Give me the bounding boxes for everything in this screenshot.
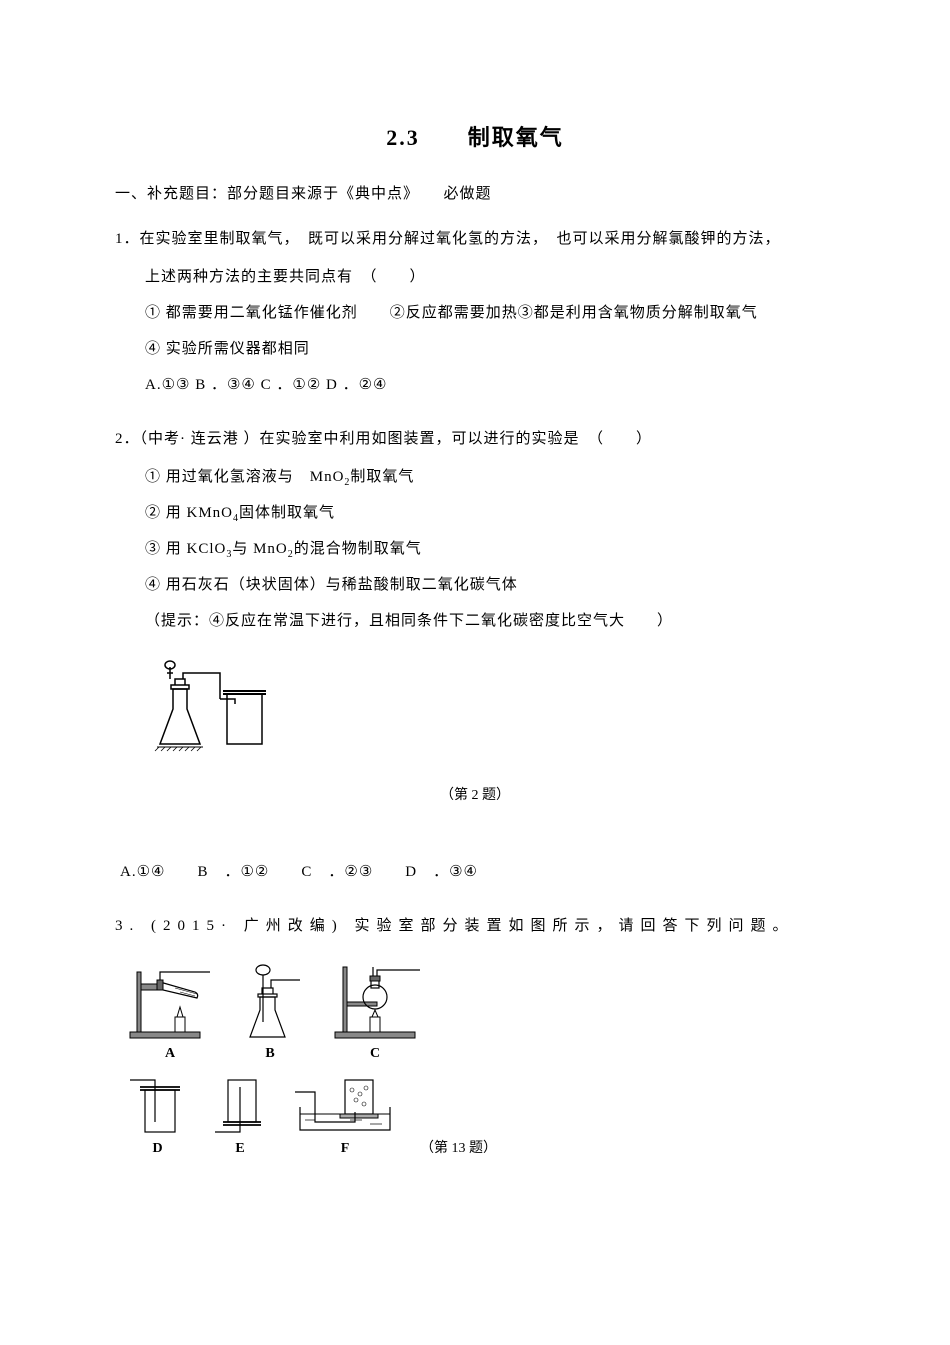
q2-item3-b: 与 MnO [232,541,287,557]
label-c: C [325,1046,425,1062]
question-3: 3. (2015· 广州改编) 实验室部分装置如图所示，请回答下列问题。 [115,908,835,944]
gas-jar-upward-icon [125,1072,190,1137]
q2-stem-text: （中考· 连云港 ）在实验室中利用如图装置，可以进行的实验是 （ ） [140,431,653,447]
q2-item2-b: 固体制取氧气 [239,505,335,521]
q2-item2: ② 用 KMnO4固体制取氧气 [115,495,835,531]
q2-item3-c: 的混合物制取氧气 [294,541,422,557]
q1-stem-line2: 上述两种方法的主要共同点有 （ ） [115,259,835,295]
q1-stem-text1: 在实验室里制取氧气， 既可以采用分解过氧化氢的方法， 也可以采用分解氯酸钾的方法… [140,231,781,247]
label-f: F [290,1141,400,1157]
page-title: 2.3 制取氧气 [115,120,835,152]
gas-jar-downward-icon [210,1072,270,1137]
q2-item3: ③ 用 KClO3与 MnO2的混合物制取氧气 [115,531,835,567]
q2-item4: ④ 用石灰石（块状固体）与稀盐酸制取二氧化碳气体 [115,567,835,603]
q3-number: 3. [115,918,151,934]
q2-figure [145,659,835,754]
section-header: 一、补充题目：部分题目来源于《典中点》 必做题 [115,182,835,203]
q2-hint: （提示：④反应在常温下进行，且相同条件下二氧化碳密度比空气大 ） [115,603,835,639]
q3-stem-text: (2015· 广州改编) 实验室部分装置如图所示，请回答下列问题。 [151,918,795,934]
q2-options: A.①④ B ．①② C ．②③ D ．③④ [115,854,835,890]
label-b: B [235,1046,305,1062]
label-a: A [125,1046,215,1062]
q1-options: A.①③ B ．③④ C ．①② D ．②④ [115,367,835,403]
q2-options-block: A.①④ B ．①② C ．②③ D ．③④ [115,854,835,890]
question-2: 2．（中考· 连云港 ）在实验室中利用如图装置，可以进行的实验是 （ ） ① 用… [115,421,835,639]
q2-item1-b: 制取氧气 [350,469,414,485]
q1-stem-line1: 1．在实验室里制取氧气， 既可以采用分解过氧化氢的方法， 也可以采用分解氯酸钾的… [115,221,835,257]
apparatus-e: E [210,1072,270,1157]
q3-figure-caption: （第 13 题） [420,1137,497,1157]
apparatus-a: A [125,962,215,1062]
q2-figure-caption: （第 2 题） [115,784,835,804]
q3-apparatus-row1: A B [115,962,835,1157]
q2-item1: ① 用过氧化氢溶液与 MnO2制取氧气 [115,459,835,495]
q3-stem: 3. (2015· 广州改编) 实验室部分装置如图所示，请回答下列问题。 [115,908,835,944]
q2-item1-a: ① 用过氧化氢溶液与 MnO [145,469,344,485]
label-e: E [210,1141,270,1157]
q1-item1: ① 都需要用二氧化锰作催化剂 ②反应都需要加热③都是利用含氧物质分解制取氧气 [115,295,835,331]
q1-item2: ④ 实验所需仪器都相同 [115,331,835,367]
water-collection-icon [290,1072,400,1137]
flask-jar-apparatus-icon [145,659,285,754]
label-d: D [125,1141,190,1157]
apparatus-d: D [125,1072,190,1157]
q1-number: 1． [115,231,140,247]
q2-item3-a: ③ 用 KClO [145,541,226,557]
q2-number: 2． [115,431,140,447]
apparatus-b: B [235,962,305,1062]
apparatus-c: C [325,962,425,1062]
heated-tube-stand-icon [125,962,215,1042]
question-1: 1．在实验室里制取氧气， 既可以采用分解过氧化氢的方法， 也可以采用分解氯酸钾的… [115,221,835,403]
apparatus-f: F （第 13 题） [290,1072,497,1157]
q2-stem: 2．（中考· 连云港 ）在实验室中利用如图装置，可以进行的实验是 （ ） [115,421,835,457]
flask-funnel-icon [235,962,305,1042]
q2-item2-a: ② 用 KMnO [145,505,233,521]
heated-flask-stand-icon [325,962,425,1042]
